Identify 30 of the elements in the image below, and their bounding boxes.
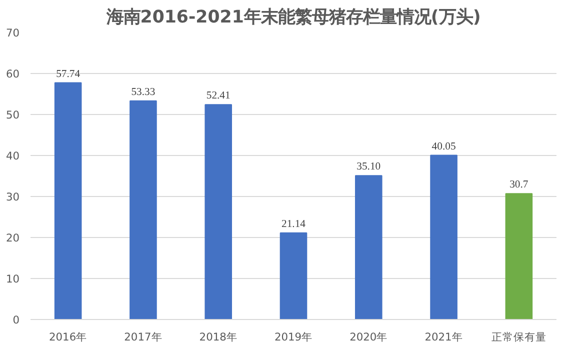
y-tick-label: 60 — [6, 68, 20, 80]
x-tick-label: 2021年 — [424, 330, 463, 344]
y-tick-label: 0 — [12, 314, 20, 326]
data-label: 57.74 — [56, 68, 81, 80]
bar — [354, 175, 382, 320]
data-label: 35.10 — [356, 162, 381, 173]
chart-title: 海南2016-2021年末能繁母猪存栏量情况(万头) — [105, 8, 481, 28]
bar — [54, 82, 82, 320]
data-label: 40.05 — [432, 141, 456, 152]
bar — [204, 104, 232, 320]
y-tick-label: 70 — [6, 26, 20, 40]
data-label: 53.33 — [131, 86, 156, 98]
x-tick-label: 2019年 — [274, 330, 313, 344]
x-tick-label: 2018年 — [199, 330, 238, 344]
bar — [130, 100, 157, 320]
data-label: 30.7 — [510, 180, 529, 191]
x-tick-label: 2020年 — [350, 330, 388, 344]
y-tick-label: 40 — [6, 150, 20, 162]
x-tick-label: 2017年 — [124, 330, 162, 344]
y-tick-label: 10 — [6, 272, 20, 286]
bar — [430, 154, 458, 320]
bar — [280, 232, 308, 320]
data-label: 21.14 — [282, 218, 306, 230]
x-tick-label: 2016年 — [49, 330, 88, 344]
data-label: 52.41 — [206, 90, 230, 102]
y-tick-label: 50 — [6, 108, 20, 122]
bar — [505, 193, 533, 320]
y-tick-label: 30 — [6, 190, 20, 204]
x-tick-label: 正常保有量 — [491, 330, 546, 344]
y-tick-label: 20 — [6, 232, 20, 244]
